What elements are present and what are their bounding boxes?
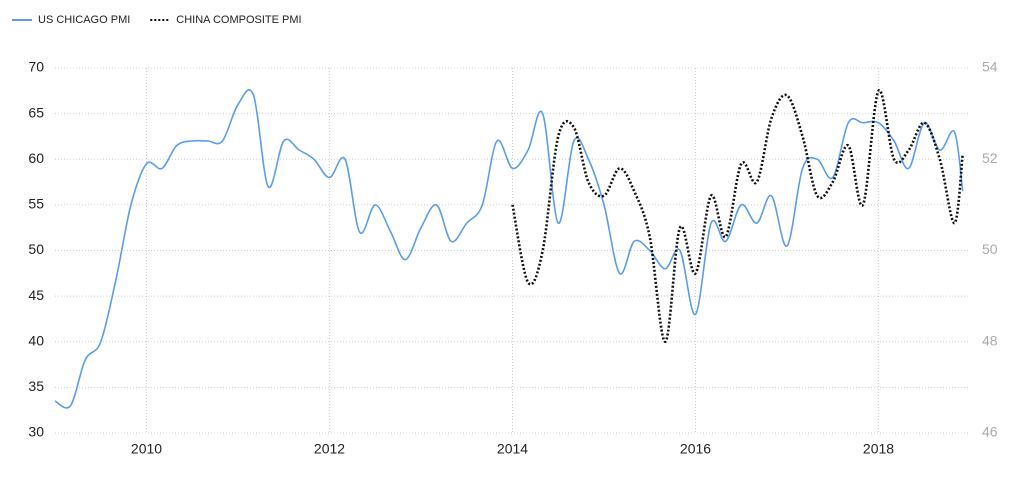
x-tick-label: 2014	[497, 441, 528, 457]
y-tick-label: 40	[28, 332, 44, 348]
y2-tick-label: 52	[982, 150, 998, 166]
y-tick-label: 45	[28, 287, 44, 303]
series-line	[511, 89, 964, 344]
x-tick-label: 2012	[314, 441, 345, 457]
y-tick-label: 65	[28, 104, 44, 120]
y-tick-label: 55	[28, 196, 44, 212]
y-tick-label: 30	[28, 424, 44, 440]
y-tick-label: 70	[28, 59, 44, 75]
y-tick-label: 35	[28, 378, 44, 394]
y2-tick-label: 48	[982, 332, 998, 348]
y2-tick-label: 54	[982, 59, 998, 75]
legend-label: CHINA COMPOSITE PMI	[176, 14, 301, 26]
y2-tick-label: 50	[982, 241, 998, 257]
x-tick-label: 2018	[863, 441, 894, 457]
y2-tick-label: 46	[982, 424, 998, 440]
x-tick-label: 2010	[131, 441, 162, 457]
y-tick-label: 50	[28, 241, 44, 257]
y-tick-label: 60	[28, 150, 44, 166]
legend-label: US CHICAGO PMI	[38, 14, 130, 26]
x-tick-label: 2016	[680, 441, 711, 457]
series-line	[54, 89, 964, 409]
